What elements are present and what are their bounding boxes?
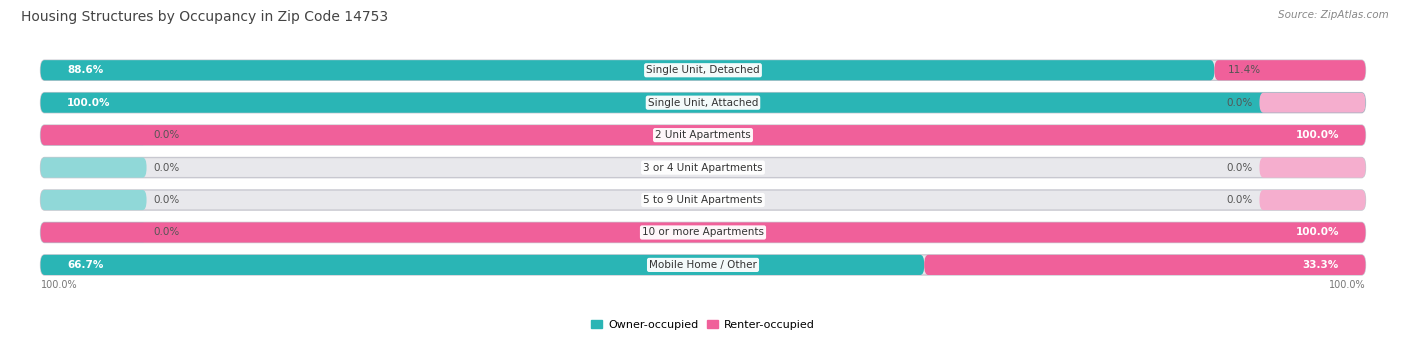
Text: Single Unit, Attached: Single Unit, Attached [648, 98, 758, 108]
FancyBboxPatch shape [41, 222, 146, 242]
Text: 100.0%: 100.0% [41, 280, 77, 290]
FancyBboxPatch shape [41, 60, 1365, 80]
FancyBboxPatch shape [41, 255, 1365, 275]
FancyBboxPatch shape [1260, 158, 1365, 177]
FancyBboxPatch shape [41, 158, 1365, 177]
Text: 5 to 9 Unit Apartments: 5 to 9 Unit Apartments [644, 195, 762, 205]
FancyBboxPatch shape [924, 255, 1365, 275]
Text: 0.0%: 0.0% [153, 195, 180, 205]
Text: 100.0%: 100.0% [67, 98, 111, 108]
Text: 33.3%: 33.3% [1303, 260, 1339, 270]
FancyBboxPatch shape [41, 93, 1365, 113]
Text: 88.6%: 88.6% [67, 65, 103, 75]
FancyBboxPatch shape [41, 125, 1365, 145]
Text: Housing Structures by Occupancy in Zip Code 14753: Housing Structures by Occupancy in Zip C… [21, 10, 388, 24]
FancyBboxPatch shape [1260, 93, 1365, 113]
Text: 66.7%: 66.7% [67, 260, 104, 270]
FancyBboxPatch shape [41, 222, 1365, 242]
Text: 0.0%: 0.0% [153, 162, 180, 173]
Text: 2 Unit Apartments: 2 Unit Apartments [655, 130, 751, 140]
Legend: Owner-occupied, Renter-occupied: Owner-occupied, Renter-occupied [586, 315, 820, 334]
Text: Single Unit, Detached: Single Unit, Detached [647, 65, 759, 75]
Text: 0.0%: 0.0% [153, 130, 180, 140]
FancyBboxPatch shape [1260, 190, 1365, 210]
FancyBboxPatch shape [41, 158, 146, 177]
FancyBboxPatch shape [41, 125, 146, 145]
Text: 11.4%: 11.4% [1227, 65, 1261, 75]
FancyBboxPatch shape [41, 190, 1365, 210]
FancyBboxPatch shape [41, 93, 1365, 113]
Text: 0.0%: 0.0% [1226, 195, 1253, 205]
FancyBboxPatch shape [1215, 60, 1365, 80]
FancyBboxPatch shape [41, 190, 146, 210]
Text: 3 or 4 Unit Apartments: 3 or 4 Unit Apartments [643, 162, 763, 173]
Text: 100.0%: 100.0% [1295, 130, 1339, 140]
Text: 100.0%: 100.0% [1329, 280, 1365, 290]
Text: 0.0%: 0.0% [1226, 98, 1253, 108]
Text: Mobile Home / Other: Mobile Home / Other [650, 260, 756, 270]
FancyBboxPatch shape [41, 60, 1215, 80]
FancyBboxPatch shape [41, 125, 1365, 145]
Text: 0.0%: 0.0% [1226, 162, 1253, 173]
FancyBboxPatch shape [41, 222, 1365, 242]
Text: 100.0%: 100.0% [1295, 227, 1339, 237]
FancyBboxPatch shape [41, 255, 924, 275]
Text: 10 or more Apartments: 10 or more Apartments [643, 227, 763, 237]
Text: Source: ZipAtlas.com: Source: ZipAtlas.com [1278, 10, 1389, 20]
Text: 0.0%: 0.0% [153, 227, 180, 237]
